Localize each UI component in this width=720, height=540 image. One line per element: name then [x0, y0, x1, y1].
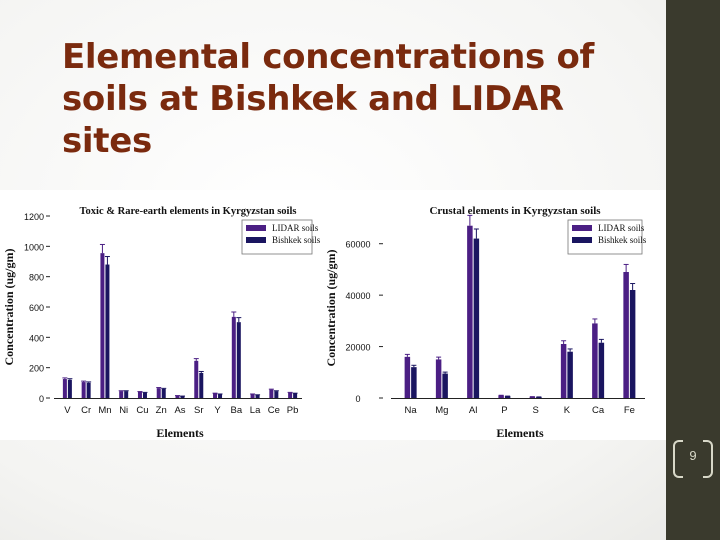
- bar: [411, 367, 417, 398]
- x-axis-label: Elements: [156, 426, 204, 440]
- x-tick-label: Cu: [136, 405, 148, 416]
- x-tick-label: Zn: [156, 405, 167, 416]
- slide-number: 9: [689, 448, 697, 463]
- bar: [231, 316, 236, 398]
- y-tick-label: 60000: [345, 240, 370, 250]
- x-axis-label: Elements: [496, 426, 544, 440]
- bar: [255, 394, 260, 398]
- x-tick-label: Al: [469, 405, 477, 416]
- legend-label: Bishkek soils: [598, 235, 647, 245]
- bar: [404, 356, 411, 398]
- x-tick-label: Cr: [81, 405, 91, 416]
- x-tick-label: Na: [405, 405, 418, 416]
- x-tick-label: La: [250, 405, 261, 416]
- bar: [175, 395, 180, 398]
- bar: [442, 373, 448, 398]
- x-tick-label: Y: [214, 405, 221, 416]
- bar: [560, 344, 567, 398]
- bar: [67, 379, 72, 398]
- x-tick-label: Ni: [119, 405, 128, 416]
- x-tick-label: P: [501, 405, 507, 416]
- legend-swatch: [246, 225, 266, 231]
- bar: [250, 394, 255, 398]
- bar: [598, 342, 605, 398]
- bar: [293, 393, 298, 398]
- bar: [213, 393, 218, 398]
- bar: [137, 391, 142, 398]
- chart-toxic-rare-earth: Toxic & Rare-earth elements in Kyrgyzsta…: [2, 206, 320, 440]
- bar: [156, 388, 161, 398]
- y-axis-label: Concentration (ug/gm): [2, 249, 16, 366]
- y-tick-label: 800: [29, 273, 44, 283]
- bar: [218, 394, 223, 398]
- y-tick-label: 20000: [345, 343, 370, 353]
- legend-swatch: [572, 237, 592, 243]
- bar: [119, 391, 124, 398]
- charts-panel: Toxic & Rare-earth elements in Kyrgyzsta…: [0, 190, 666, 440]
- x-tick-label: Pb: [287, 405, 299, 416]
- bar: [467, 225, 473, 398]
- bar: [124, 391, 129, 398]
- x-tick-label: V: [64, 405, 71, 416]
- bar: [105, 264, 110, 398]
- y-tick-label: 0: [39, 394, 44, 404]
- x-tick-label: K: [564, 405, 571, 416]
- bar: [142, 392, 147, 398]
- bar: [504, 396, 511, 398]
- bar: [100, 253, 105, 398]
- x-tick-label: Ce: [268, 405, 280, 416]
- x-tick-label: As: [174, 405, 185, 416]
- y-tick-label: 1000: [24, 242, 44, 252]
- x-tick-label: Fe: [624, 405, 635, 416]
- bracket-right: [703, 440, 713, 478]
- bar: [161, 388, 166, 398]
- slide-title: Elemental concentrations of soils at Bis…: [62, 37, 595, 161]
- x-tick-label: Sr: [194, 405, 204, 416]
- chart-crustal: Crustal elements in Kyrgyzstan soils Conc…: [325, 205, 647, 440]
- bar: [86, 382, 91, 398]
- x-tick-label: Ba: [230, 405, 242, 416]
- legend-swatch: [572, 225, 592, 231]
- bar: [567, 351, 573, 398]
- bar: [194, 360, 199, 398]
- legend-label: Bishkek soils: [272, 235, 320, 245]
- legend-label: LIDAR soils: [272, 223, 319, 233]
- x-tick-label: Ca: [592, 405, 605, 416]
- y-tick-label: 200: [29, 364, 44, 374]
- bar: [435, 359, 442, 398]
- bar: [62, 379, 67, 398]
- slide-number-badge: 9: [666, 440, 720, 480]
- legend-swatch: [246, 237, 266, 243]
- y-tick-label: 400: [29, 333, 44, 343]
- x-tick-label: Mg: [435, 405, 448, 416]
- bar: [536, 396, 542, 398]
- bar: [629, 290, 636, 398]
- bar: [180, 396, 185, 398]
- bar: [269, 389, 274, 398]
- x-tick-label: Mn: [98, 405, 111, 416]
- y-tick-label: 40000: [345, 291, 370, 301]
- y-tick-label: 0: [355, 394, 360, 404]
- y-tick-label: 600: [29, 303, 44, 313]
- chart-title: Toxic & Rare-earth elements in Kyrgyzsta…: [80, 206, 297, 217]
- bar: [529, 396, 536, 398]
- y-tick-label: 1200: [24, 212, 44, 222]
- legend-label: LIDAR soils: [598, 223, 645, 233]
- bar: [623, 272, 629, 398]
- bar: [236, 322, 241, 398]
- bar: [274, 391, 279, 398]
- x-tick-label: S: [532, 405, 538, 416]
- bar: [199, 372, 204, 398]
- y-axis-label: Concentration (ug/gm): [325, 250, 338, 367]
- bar: [473, 238, 480, 398]
- bar: [498, 395, 504, 398]
- bracket-left: [673, 440, 683, 478]
- bar: [592, 323, 598, 398]
- bar: [288, 392, 293, 398]
- chart-title: Crustal elements in Kyrgyzstan soils: [429, 205, 601, 217]
- bar: [81, 382, 86, 398]
